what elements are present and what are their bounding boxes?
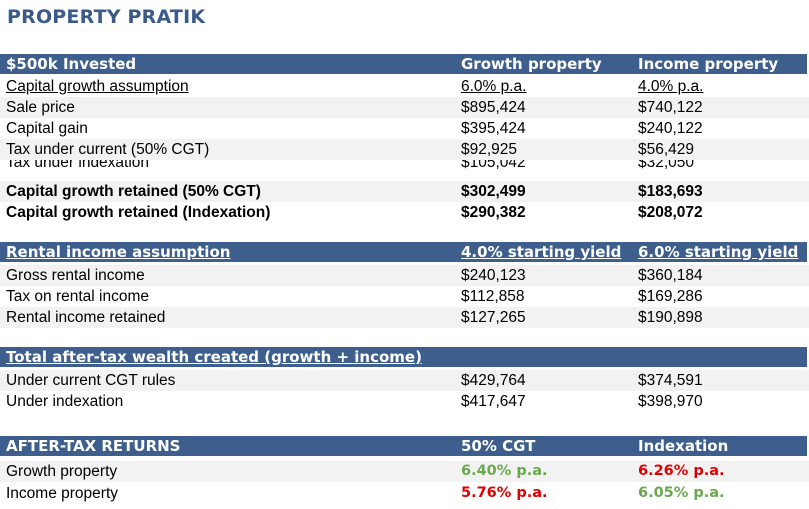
table-row: Capital growth assumption 6.0% p.a. 4.0%…	[0, 76, 809, 97]
table-row: Capital gain $395,424 $240,122	[0, 118, 809, 139]
row-value-income: $56,429	[638, 141, 695, 158]
rental-header-row: Rental income assumption 4.0% starting y…	[0, 242, 809, 262]
table-row: Capital growth retained (Indexation) $29…	[0, 202, 809, 223]
return-value-cgt: 5.76% p.a.	[461, 485, 548, 501]
table-row: Tax under current (50% CGT) $92,925 $56,…	[0, 139, 809, 160]
row-value-growth: $395,424	[461, 120, 526, 137]
row-value-growth: $112,858	[461, 288, 525, 305]
table-row: Capital growth retained (50% CGT) $302,4…	[0, 181, 809, 202]
wealth-header-label: Total after-tax wealth created (growth +…	[6, 348, 422, 366]
row-label: Tax under indexation	[6, 160, 150, 171]
row-label: Tax under current (50% CGT)	[6, 141, 210, 158]
table-row: Sale price $895,424 $740,122	[0, 97, 809, 118]
row-label: Capital growth assumption	[6, 78, 189, 95]
rental-header-label: Rental income assumption	[6, 243, 231, 261]
row-value-income: $208,072	[638, 204, 703, 221]
row-label: Tax on rental income	[6, 288, 150, 305]
row-label: Under indexation	[6, 393, 124, 410]
row-value-growth: $127,265	[461, 309, 526, 326]
row-value-income: $169,286	[638, 288, 703, 305]
row-label: Gross rental income	[6, 267, 145, 284]
row-label: Growth property	[6, 463, 118, 480]
brand-title: PROPERTY PRATIK	[7, 6, 206, 28]
table-row: Under indexation $417,647 $398,970	[0, 391, 809, 412]
returns-header-label: AFTER-TAX RETURNS	[6, 437, 181, 455]
header-edge	[807, 54, 809, 74]
growth-header-col2: Income property	[638, 55, 779, 73]
row-value-income: $240,122	[638, 120, 703, 137]
returns-header-col1: 50% CGT	[461, 437, 536, 455]
growth-header-label: $500k Invested	[6, 55, 137, 73]
return-value-indexation: 6.05% p.a.	[638, 485, 725, 501]
rental-header-col2: 6.0% starting yield	[638, 243, 799, 261]
returns-header-row: AFTER-TAX RETURNS 50% CGT Indexation	[0, 436, 809, 456]
row-value-income: $360,184	[638, 267, 703, 284]
row-value-growth: $240,123	[461, 267, 526, 284]
row-label: Capital growth retained (Indexation)	[6, 204, 271, 221]
row-label: Income property	[6, 485, 118, 502]
row-label: Capital gain	[6, 120, 88, 137]
table-row: Under current CGT rules $429,764 $374,59…	[0, 370, 809, 391]
row-value-income: $398,970	[638, 393, 703, 410]
table-row: Income property 5.76% p.a. 6.05% p.a.	[0, 483, 809, 504]
header-edge	[807, 242, 809, 262]
growth-header-col1: Growth property	[461, 55, 602, 73]
row-label: Under current CGT rules	[6, 372, 176, 389]
table-row: Gross rental income $240,123 $360,184	[0, 265, 809, 286]
row-value-income: $183,693	[638, 183, 703, 200]
row-value-growth: 6.0% p.a.	[461, 78, 527, 95]
wealth-header-row: Total after-tax wealth created (growth +…	[0, 347, 809, 367]
row-value-growth: $105,042	[461, 160, 526, 171]
row-value-growth: $290,382	[461, 204, 526, 221]
row-value-income: $374,591	[638, 372, 703, 389]
table-row-clipped: Tax under indexation $105,042 $32,050	[0, 160, 809, 172]
row-value-growth: $895,424	[461, 99, 526, 116]
row-value-income: $740,122	[638, 99, 703, 116]
growth-header-row: $500k Invested Growth property Income pr…	[0, 54, 809, 74]
row-value-growth: $302,499	[461, 183, 526, 200]
table-row: Rental income retained $127,265 $190,898	[0, 307, 809, 328]
header-edge	[807, 436, 809, 456]
returns-header-col2: Indexation	[638, 437, 729, 455]
table-row: Tax on rental income $112,858 $169,286	[0, 286, 809, 307]
row-value-growth: $417,647	[461, 393, 526, 410]
row-value-growth: $429,764	[461, 372, 526, 389]
row-value-income: 4.0% p.a.	[638, 78, 704, 95]
row-label: Sale price	[6, 99, 75, 116]
row-label: Capital growth retained (50% CGT)	[6, 183, 261, 200]
row-value-income: $190,898	[638, 309, 703, 326]
return-value-indexation: 6.26% p.a.	[638, 463, 725, 479]
return-value-cgt: 6.40% p.a.	[461, 463, 548, 479]
row-label: Rental income retained	[6, 309, 166, 326]
header-edge	[807, 347, 809, 367]
row-value-growth: $92,925	[461, 141, 518, 158]
row-value-income: $32,050	[638, 160, 695, 171]
rental-header-col1: 4.0% starting yield	[461, 243, 622, 261]
table-row: Growth property 6.40% p.a. 6.26% p.a.	[0, 461, 809, 482]
